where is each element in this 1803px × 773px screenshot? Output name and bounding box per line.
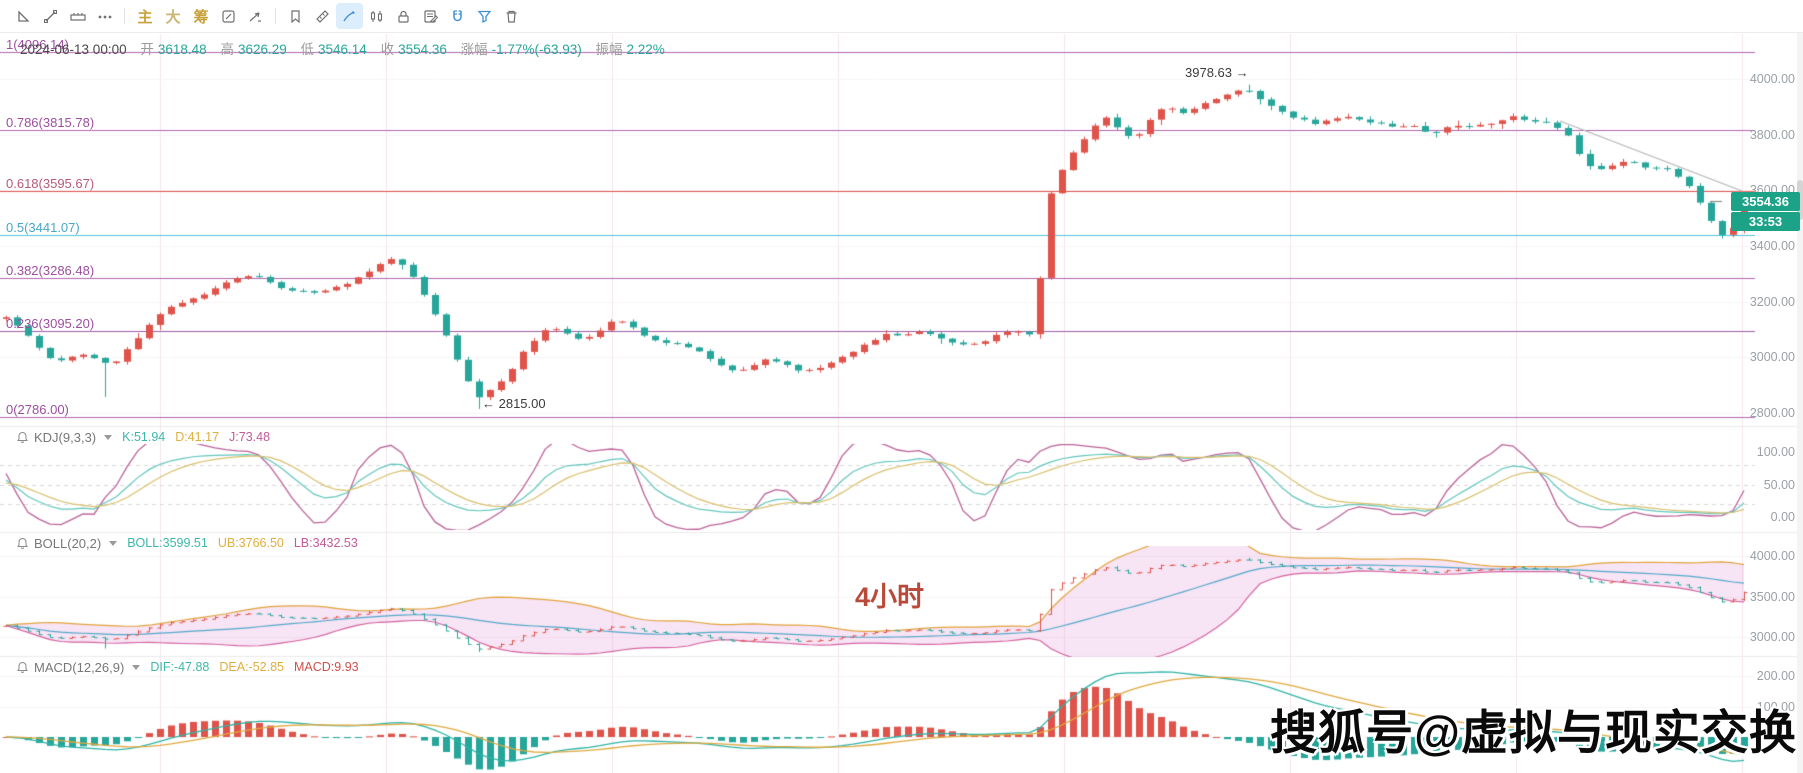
main-y-axis-tick: 3000.00: [1749, 350, 1795, 365]
ohlc-info-bar: 2024-06-13 00:00 开 3618.48 高 3626.29 低 3546…: [20, 38, 675, 57]
magnet-icon[interactable]: [444, 3, 471, 29]
toolbar-divider: [124, 8, 125, 24]
macd-y-axis-tick: 200.00: [1756, 669, 1795, 684]
kdj-k-value: K:51.94: [122, 430, 166, 444]
high-label: 高: [220, 42, 234, 57]
measure-tool-icon[interactable]: [64, 3, 91, 29]
boll-y-axis-tick: 3500.00: [1749, 589, 1795, 604]
macd-hist-value: MACD:9.93: [294, 660, 359, 674]
candle-countdown: 33:53: [1731, 212, 1800, 231]
close-label: 收: [380, 42, 395, 57]
amplitude-label: 振幅: [595, 42, 623, 57]
amplitude-value: 2.22%: [626, 42, 665, 57]
fib-level-label: 0.618(3595.67): [6, 176, 95, 192]
kdj-y-axis-tick: 100.00: [1756, 445, 1795, 460]
toolbar-divider: [275, 8, 276, 24]
main-y-axis-tick: 2800.00: [1749, 406, 1795, 421]
trend-line-tool-icon[interactable]: [37, 3, 64, 29]
open-label: 开: [140, 42, 154, 57]
main-y-axis-tick: 3200.00: [1749, 294, 1795, 309]
alert-bell-icon[interactable]: [16, 537, 29, 550]
alert-bell-icon[interactable]: [16, 661, 29, 674]
chevron-down-icon[interactable]: [132, 664, 141, 670]
kdj-j-value: J:73.48: [229, 430, 271, 444]
bar-datetime: 2024-06-13 00:00: [20, 42, 127, 57]
kdj-pane-header: KDJ(9,3,3) K:51.94 D:41.17 J:73.48: [16, 428, 280, 446]
lock-icon[interactable]: [390, 3, 417, 29]
kdj-y-axis-tick: 50.00: [1763, 477, 1795, 492]
low-label: 低: [300, 42, 315, 57]
trash-icon[interactable]: [498, 3, 525, 29]
change-label: 涨幅: [460, 42, 488, 57]
cursor-arrow-icon[interactable]: [242, 3, 269, 29]
boll-y-axis-tick: 3000.00: [1749, 630, 1795, 644]
boll-ub-value: UB:3766.50: [217, 536, 284, 550]
main-y-axis-tick: 3400.00: [1749, 238, 1795, 253]
main-chart-tab[interactable]: 主: [137, 8, 153, 26]
fib-level-label: 0(2786.00): [6, 402, 69, 417]
macd-title: MACD(12,26,9): [34, 659, 125, 675]
boll-title: BOLL(20,2): [34, 535, 102, 551]
change-value: -1.77%(-63.93): [491, 42, 582, 57]
kdj-d-value: D:41.17: [175, 430, 220, 444]
kdj-title: KDJ(9,3,3): [34, 429, 97, 445]
kdj-y-axis-tick: 0.00: [1770, 510, 1795, 524]
macd-dif-value: DIF:-47.88: [150, 660, 210, 674]
pen-tool-icon[interactable]: [336, 3, 363, 29]
fib-level-label: 0.382(3286.48): [6, 262, 95, 278]
ruler-icon[interactable]: [309, 3, 336, 29]
boll-y-axis-tick: 4000.00: [1749, 549, 1795, 564]
alert-bell-icon[interactable]: [16, 431, 29, 444]
chip-distribution-tab[interactable]: 筹: [193, 8, 209, 26]
macd-y-axis-tick: 0.00: [1770, 730, 1795, 744]
drawing-toolbar: 主 大 筹: [0, 0, 1803, 33]
main-y-axis-tick: 4000.00: [1749, 71, 1795, 86]
swing-high-annotation: 3978.63 →: [1185, 65, 1249, 80]
fib-level-label: 0.5(3441.07): [6, 219, 80, 235]
fib-level-label: 1(4096.14): [6, 37, 69, 52]
low-value: 3546.14: [318, 42, 367, 57]
high-value: 3626.29: [237, 42, 287, 57]
boll-mid-value: BOLL:3599.51: [127, 536, 208, 550]
macd-y-axis-tick: 100.00: [1756, 699, 1795, 714]
edit-square-icon[interactable]: [215, 3, 242, 29]
filter-icon[interactable]: [471, 3, 498, 29]
fib-level-label: 0.236(3095.20): [6, 315, 95, 331]
bookmark-icon[interactable]: [282, 3, 309, 29]
more-tools-icon[interactable]: [91, 3, 118, 29]
candlestick-icon[interactable]: [363, 3, 390, 29]
chevron-down-icon[interactable]: [109, 540, 118, 546]
boll-pane-header: BOLL(20,2) BOLL:3599.51 UB:3766.50 LB:34…: [16, 534, 368, 552]
notes-icon[interactable]: [417, 3, 444, 29]
boll-lb-value: LB:3432.53: [293, 536, 358, 550]
close-value: 3554.36: [398, 42, 447, 57]
cursor-tool-icon[interactable]: [10, 3, 37, 29]
swing-low-annotation: ← 2815.00: [482, 396, 546, 411]
macd-pane-header: MACD(12,26,9) DIF:-47.88 DEA:-52.85 MACD…: [16, 658, 369, 676]
scrollbar-thumb[interactable]: [1797, 180, 1803, 220]
scrollbar-track[interactable]: [1797, 33, 1803, 773]
big-chart-tab[interactable]: 大: [165, 8, 181, 26]
open-value: 3618.48: [157, 42, 207, 57]
main-y-axis-tick: 3800.00: [1749, 127, 1795, 142]
last-price-value: 3554.36: [1731, 192, 1800, 211]
fib-level-label: 0.786(3815.78): [6, 115, 95, 131]
timeframe-note: 4小时: [855, 582, 925, 612]
last-price-badge: 3554.36 33:53: [1731, 192, 1800, 232]
macd-dea-value: DEA:-52.85: [219, 660, 284, 674]
chevron-down-icon[interactable]: [104, 434, 113, 440]
